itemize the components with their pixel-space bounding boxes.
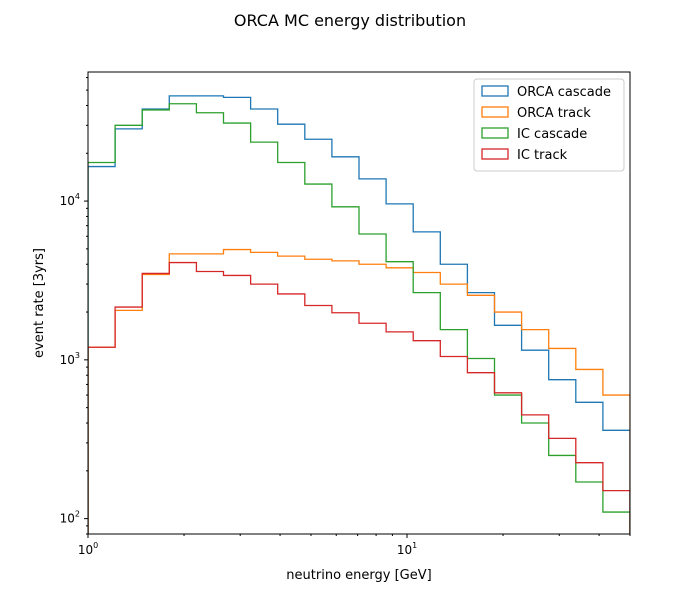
legend-swatch: [481, 85, 509, 97]
legend-label: IC track: [517, 148, 568, 163]
legend: ORCA cascade ORCA track IC cascade IC track: [473, 78, 625, 172]
y-tick-label: 102: [60, 510, 80, 526]
legend-swatch: [481, 106, 509, 118]
x-axis: 100 101: [78, 534, 631, 557]
chart-title: ORCA MC energy distribution: [234, 11, 466, 30]
x-tick-label: 100: [78, 541, 98, 557]
legend-label: IC cascade: [517, 127, 587, 142]
y-tick-label: 103: [60, 351, 80, 367]
legend-label: ORCA track: [517, 106, 591, 121]
plot-frame: [87, 71, 631, 535]
legend-swatch: [481, 148, 509, 160]
series-orca-cascade: [88, 95, 630, 534]
x-tick-label: 101: [397, 541, 417, 557]
legend-swatch: [481, 127, 509, 139]
y-tick-label: 104: [60, 192, 80, 208]
legend-label: ORCA cascade: [517, 85, 611, 100]
series-ic-track: [88, 261, 630, 534]
series-orca-track: [88, 248, 630, 534]
legend-box: [473, 78, 625, 172]
y-axis: 102 103 104: [60, 77, 88, 535]
y-axis-label: event rate [3yrs]: [32, 248, 47, 358]
series-layer: [88, 95, 630, 534]
x-axis-label: neutrino energy [GeV]: [286, 568, 431, 583]
